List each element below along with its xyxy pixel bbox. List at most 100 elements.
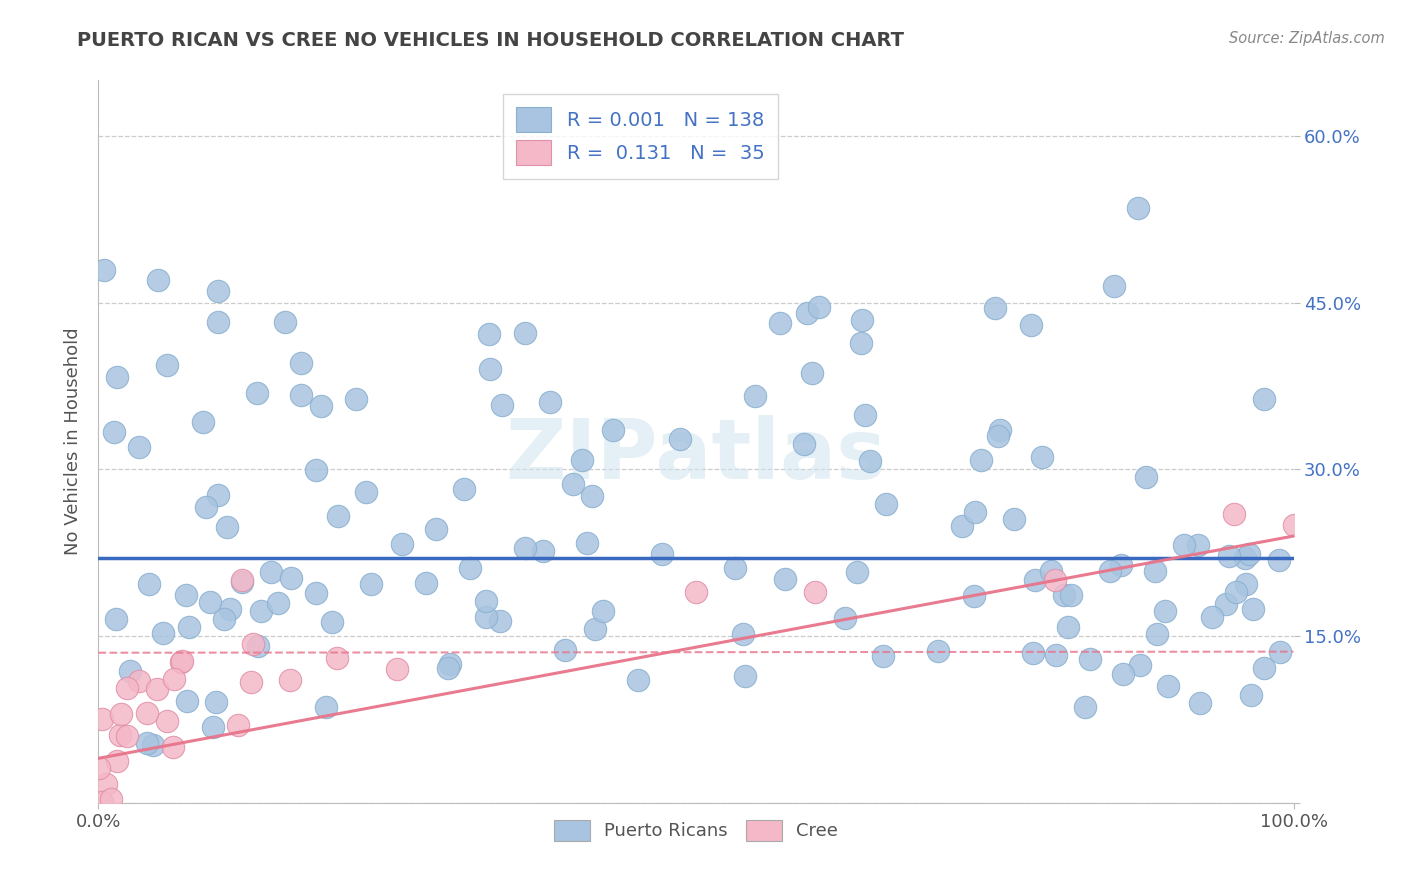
Point: [108, 728, 131, 742]
Point: [531, 544, 554, 558]
Point: [1223, 507, 1246, 521]
Point: [724, 561, 747, 575]
Point: [988, 423, 1011, 437]
Point: [1129, 658, 1152, 673]
Point: [207, 315, 229, 329]
Point: [1043, 574, 1066, 588]
Point: [488, 614, 510, 628]
Point: [104, 612, 127, 626]
Point: [207, 285, 229, 299]
Point: [247, 639, 270, 653]
Point: [290, 388, 312, 402]
Point: [90, 795, 112, 809]
Point: [1060, 588, 1083, 602]
Point: [163, 672, 186, 686]
Point: [1053, 588, 1076, 602]
Point: [204, 695, 226, 709]
Point: [576, 536, 599, 550]
Point: [148, 273, 170, 287]
Point: [437, 660, 460, 674]
Point: [146, 682, 169, 697]
Point: [1074, 700, 1097, 714]
Point: [987, 429, 1010, 443]
Point: [309, 400, 332, 414]
Point: [246, 386, 269, 401]
Point: [479, 362, 502, 376]
Point: [128, 440, 150, 454]
Point: [1268, 645, 1291, 659]
Point: [105, 754, 128, 768]
Point: [734, 669, 756, 683]
Point: [162, 740, 184, 755]
Point: [117, 681, 139, 695]
Point: [458, 561, 481, 575]
Point: [321, 615, 343, 630]
Point: [305, 585, 328, 599]
Point: [853, 408, 876, 422]
Point: [1111, 667, 1133, 681]
Y-axis label: No Vehicles in Household: No Vehicles in Household: [63, 327, 82, 556]
Point: [592, 604, 614, 618]
Point: [801, 366, 824, 380]
Point: [89, 761, 111, 775]
Point: [170, 655, 193, 669]
Point: [231, 574, 253, 588]
Point: [849, 336, 872, 351]
Point: [627, 673, 650, 687]
Point: [103, 425, 125, 439]
Point: [1135, 470, 1157, 484]
Point: [1253, 392, 1275, 407]
Point: [491, 398, 513, 412]
Point: [1234, 577, 1257, 591]
Point: [950, 519, 973, 533]
Point: [474, 609, 496, 624]
Point: [1225, 584, 1247, 599]
Point: [326, 651, 349, 665]
Point: [984, 301, 1007, 315]
Point: [231, 574, 253, 589]
Point: [804, 584, 827, 599]
Point: [439, 657, 461, 671]
Point: [1187, 538, 1209, 552]
Point: [554, 643, 576, 657]
Point: [1056, 620, 1078, 634]
Point: [478, 327, 501, 342]
Point: [515, 326, 537, 340]
Point: [453, 482, 475, 496]
Point: [581, 490, 603, 504]
Point: [179, 620, 201, 634]
Point: [170, 655, 193, 669]
Point: [1019, 318, 1042, 332]
Point: [651, 547, 673, 561]
Point: [105, 370, 128, 384]
Point: [1218, 549, 1240, 563]
Point: [834, 611, 856, 625]
Point: [212, 611, 235, 625]
Point: [267, 596, 290, 610]
Point: [1154, 604, 1177, 618]
Point: [845, 565, 868, 579]
Point: [769, 317, 792, 331]
Point: [1215, 597, 1237, 611]
Point: [808, 300, 831, 314]
Point: [156, 358, 179, 372]
Point: [242, 636, 264, 650]
Point: [1039, 564, 1062, 578]
Point: [218, 601, 240, 615]
Point: [290, 356, 312, 370]
Point: [1146, 627, 1168, 641]
Point: [156, 714, 179, 728]
Point: [1002, 511, 1025, 525]
Point: [136, 736, 159, 750]
Point: [1282, 517, 1305, 532]
Point: [326, 509, 349, 524]
Point: [100, 791, 122, 805]
Point: [513, 541, 536, 555]
Legend: Puerto Ricans, Cree: Puerto Ricans, Cree: [547, 813, 845, 848]
Point: [1022, 646, 1045, 660]
Point: [239, 675, 262, 690]
Point: [201, 720, 224, 734]
Point: [94, 777, 117, 791]
Point: [875, 497, 897, 511]
Text: ZIPatlas: ZIPatlas: [506, 416, 886, 497]
